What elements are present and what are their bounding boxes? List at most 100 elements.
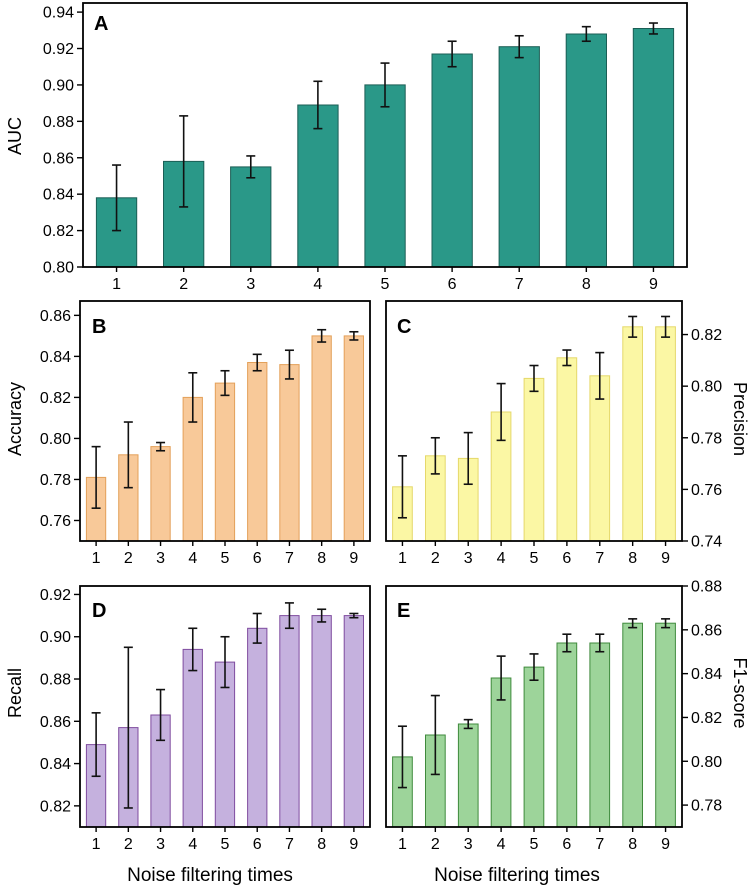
panel-a-ytick-label: 0.90 [43, 77, 74, 94]
panel-a-xtick-label: 7 [515, 276, 524, 293]
panel-b-xtick-label: 6 [253, 550, 262, 567]
panel-e-xtick-label: 2 [431, 836, 440, 853]
panel-b-error-bar-8 [317, 328, 327, 343]
panel-a-error-bar-8 [581, 25, 591, 43]
panel-a: AUC A 0.80 0.82 0.84 0.86 0.88 0.90 0.92 0.94 1 2… [5, 2, 688, 293]
panel-a-ytick-label: 0.88 [43, 114, 74, 131]
panel-d-error-bar-4 [188, 627, 198, 672]
x-axis-label-right: Noise filtering times [434, 865, 600, 886]
panel-d-xtick-label: 7 [285, 836, 294, 853]
panel-e-error-bar-1 [397, 725, 407, 789]
panel-a-error-bar-4 [313, 80, 323, 130]
panel-b-ytick-label: 0.86 [40, 308, 71, 325]
panel-c-bar-8 [622, 326, 643, 542]
panel-c-bar-5 [523, 377, 545, 542]
panel-e-ylabel: F1-score [730, 657, 750, 728]
panel-d-xtick-label: 9 [349, 836, 358, 853]
panel-c-bar-7 [589, 375, 611, 542]
panel-b-ytick-label: 0.84 [40, 349, 71, 366]
panel-e-ytick-label: 0.88 [691, 579, 722, 596]
panel-d-bar-4 [182, 648, 203, 828]
panel-c-xtick-label: 5 [530, 550, 539, 567]
panel-d-error-bar-6 [252, 612, 262, 644]
panel-b-error-bar-5 [220, 369, 230, 397]
panel-c-ytick-label: 0.76 [691, 482, 722, 499]
panel-a-xtick-label: 4 [313, 276, 322, 293]
panel-a-label: A [94, 13, 108, 35]
panel-d-bar-8 [311, 615, 332, 828]
panel-e-xtick-label: 5 [530, 836, 539, 853]
panel-e-xtick-label: 9 [661, 836, 670, 853]
panel-a-error-bar-7 [514, 34, 524, 59]
panel-e-error-bar-7 [595, 633, 605, 653]
panel-e-error-bar-4 [496, 655, 506, 701]
panel-b-xtick-label: 1 [92, 550, 101, 567]
panel-a-ytick-label: 0.82 [43, 223, 74, 240]
panel-e-xtick-label: 1 [398, 836, 407, 853]
panel-c-error-bar-9 [661, 315, 671, 338]
panel-e-error-bar-9 [661, 618, 671, 629]
panel-c-xtick-label: 1 [398, 550, 407, 567]
panel-b-ytick-label: 0.82 [40, 390, 71, 407]
panel-d-bar-9 [343, 615, 365, 828]
panel-e-ytick-label: 0.82 [691, 710, 722, 727]
panel-b-error-bar-4 [188, 371, 198, 423]
panel-e-ytick-label: 0.84 [691, 666, 722, 683]
panel-e-bar-8 [622, 622, 643, 828]
panel-e-error-bar-3 [463, 718, 473, 730]
panel-e-xtick-label: 8 [628, 836, 637, 853]
panel-d-ytick-label: 0.82 [40, 798, 71, 815]
panel-a-ytick-label: 0.80 [43, 260, 74, 277]
panel-d-ytick-label: 0.88 [40, 672, 71, 689]
panel-a-error-bar-5 [380, 62, 390, 108]
panel-c-error-bar-5 [529, 364, 539, 393]
panel-e-error-bar-5 [529, 653, 539, 682]
panel-b-xtick-label: 9 [349, 550, 358, 567]
panel-a-bar-5 [364, 84, 406, 268]
panel-a-error-bar-3 [246, 155, 256, 179]
panel-e-bar-7 [589, 642, 611, 828]
panel-d-error-bar-5 [220, 635, 230, 689]
panel-a-ytick-label: 0.86 [43, 150, 74, 167]
panel-e-bar-6 [556, 642, 578, 828]
panel-c-xtick-label: 6 [562, 550, 571, 567]
panel-d-xtick-label: 6 [253, 836, 262, 853]
panel-a-bar-8 [565, 33, 608, 268]
panel-a-error-bar-1 [112, 164, 122, 232]
panel-e-bar-9 [655, 622, 676, 828]
panel-e-label: E [397, 600, 410, 622]
panel-d-xtick-label: 1 [92, 836, 101, 853]
panel-a-xtick-label: 3 [246, 276, 255, 293]
panel-d-label: D [92, 600, 106, 622]
panel-b-ytick-label: 0.80 [40, 431, 71, 448]
panel-b-error-bar-1 [91, 445, 101, 509]
panel-a-ytick-label: 0.92 [43, 41, 74, 58]
panel-b-error-bar-3 [156, 441, 166, 452]
panel-d-ytick-label: 0.92 [40, 587, 71, 604]
panel-c-error-bar-1 [397, 455, 407, 519]
panel-c-error-bar-8 [628, 315, 638, 338]
panel-c-xtick-label: 4 [497, 550, 506, 567]
panel-a-xtick-label: 9 [649, 276, 658, 293]
panel-a-xtick-label: 5 [381, 276, 390, 293]
panel-b-error-bar-6 [252, 353, 262, 372]
x-axis-label-left: Noise filtering times [127, 865, 293, 886]
panel-d-xtick-label: 3 [156, 836, 165, 853]
panel-d-bar-7 [279, 615, 300, 828]
panel-a-ytick-label: 0.84 [43, 187, 74, 204]
panel-d-error-bar-8 [317, 608, 327, 623]
panel-e-ytick-label: 0.86 [691, 622, 722, 639]
panel-e: F1-score E 0.78 0.80 0.82 0.84 0.86 0.88 1 2 3 4 5… [385, 579, 750, 853]
panel-b-xtick-label: 5 [221, 550, 230, 567]
panel-e-xtick-label: 3 [464, 836, 473, 853]
panel-a-xtick-label: 1 [112, 276, 121, 293]
panel-b-bar-3 [150, 446, 171, 542]
panel-d-error-bar-1 [91, 712, 101, 778]
panel-b: Accuracy B 0.76 0.78 0.80 0.82 0.84 0.86 1 2 3 4 5… [5, 300, 371, 567]
panel-b-ylabel: Accuracy [5, 382, 25, 456]
panel-c-error-bar-7 [595, 351, 605, 400]
panel-e-error-bar-8 [628, 618, 638, 629]
panel-b-bar-5 [214, 382, 236, 542]
panel-e-ytick-label: 0.80 [691, 754, 722, 771]
